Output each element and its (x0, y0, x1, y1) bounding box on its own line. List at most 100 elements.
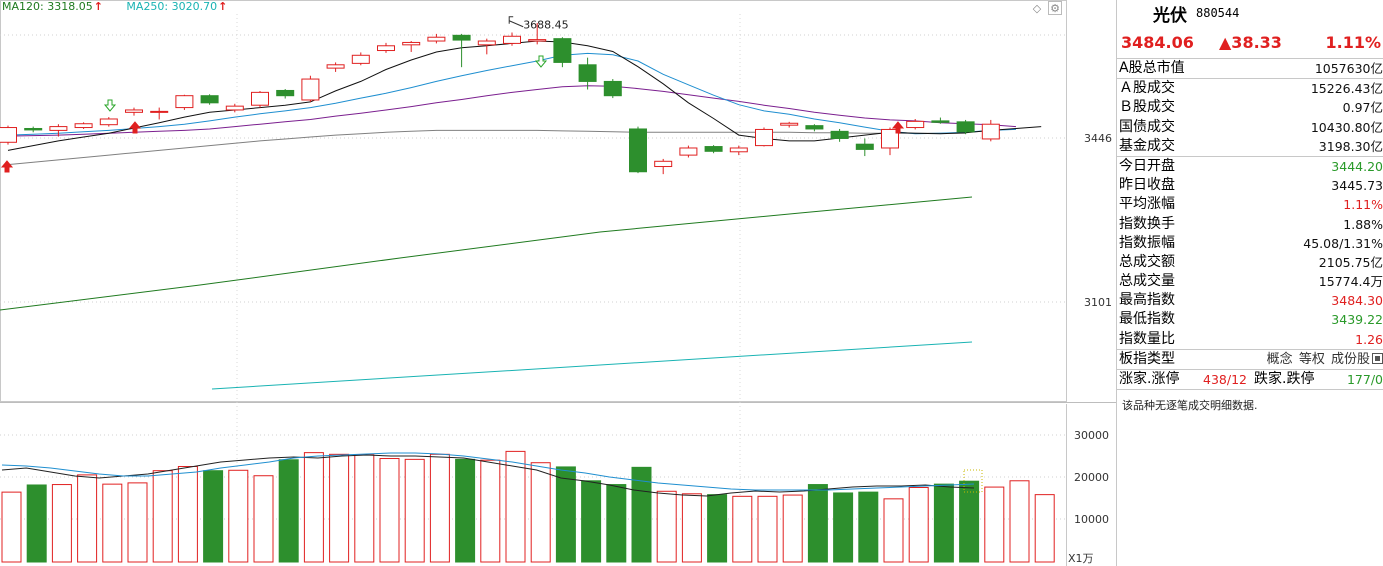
volume-bar (303, 452, 324, 563)
volume-bar (1, 491, 22, 563)
stat-row: 总成交额 2105.75亿 (1117, 253, 1383, 272)
volume-bar (858, 491, 879, 563)
volume-bar (883, 498, 904, 563)
volume-bar (77, 474, 98, 563)
candle-body (377, 45, 395, 52)
volume-bar (782, 494, 803, 563)
market-cap-row: A股总市值 1057630亿 (1117, 59, 1383, 78)
price-tick-label: 3101 (1084, 296, 1112, 309)
price-change: ▲38.33 (1219, 33, 1282, 52)
stat-value: 3444.20 (1331, 158, 1383, 174)
turnover-value: 3198.30亿 (1318, 138, 1383, 154)
ma120-legend: MA120: 3318.05↑ (2, 0, 113, 13)
volume-bar (555, 466, 576, 563)
settings-icon[interactable]: ⚙ (1048, 1, 1062, 15)
diamond-icon[interactable]: ◇ (1032, 2, 1042, 15)
stat-row: 平均涨幅 1.11% (1117, 195, 1383, 214)
stat-row: 最高指数 3484.30 (1117, 291, 1383, 310)
quote-line: 3484.06 ▲38.33 1.11% (1117, 30, 1383, 58)
volume-bar (606, 484, 627, 563)
candle-body (780, 122, 799, 126)
ma-blue-line (7, 52, 1017, 136)
volume-tick-label: 20000 (1074, 471, 1109, 484)
turnover-value: 15226.43亿 (1310, 81, 1383, 97)
stat-label: 最低指数 (1119, 311, 1175, 328)
index-type-row: 板指类型 概念 等权 成份股 (1117, 350, 1383, 369)
ma250-value: MA250: 3020.70 (126, 0, 218, 13)
candle-body (578, 64, 597, 82)
ma250-arrow-icon: ↑ (218, 0, 228, 13)
market-cap-value: 1057630亿 (1314, 61, 1383, 76)
candle-body (49, 126, 68, 131)
candle-body (276, 89, 295, 97)
stat-value: 45.08/1.31% (1303, 235, 1383, 251)
volume-bar (404, 458, 425, 563)
grid-icon[interactable] (1372, 352, 1383, 364)
type-option-constituents[interactable]: 成份股 (1330, 351, 1370, 367)
kline-chart-area[interactable]: 3446 3101 30000 20000 10000 X1万 3688.45 MA120:… (0, 0, 1116, 566)
volume-bar (833, 492, 854, 563)
stat-label: 总成交量 (1119, 273, 1175, 290)
candle-body (251, 91, 269, 106)
stat-row: 指数振幅 45.08/1.31% (1117, 234, 1383, 253)
max-marker-flag (508, 16, 514, 24)
up-label: 涨家.涨停 (1119, 371, 1180, 387)
sell-signal-arrow-icon (534, 55, 548, 68)
candle-body (855, 143, 874, 150)
stat-value: 15774.4万 (1318, 274, 1383, 290)
volume-bar (379, 458, 400, 563)
volume-bar (581, 480, 602, 563)
stat-label: 指数量比 (1119, 330, 1175, 347)
buy-signal-arrow-icon (0, 160, 14, 173)
volume-bar (807, 484, 828, 563)
stat-row: 总成交量 15774.4万 (1117, 272, 1383, 291)
price-change-pct: 1.11% (1325, 33, 1381, 52)
type-option-concept[interactable]: 概念 (1266, 351, 1293, 367)
down-label: 跌家.跌停 (1254, 371, 1315, 387)
current-price: 3484.06 (1121, 33, 1194, 52)
kline-chart[interactable]: 3446 3101 30000 20000 10000 X1万 3688.45 (0, 0, 1116, 566)
candle-body (679, 147, 698, 156)
volume-bar (203, 470, 224, 563)
candle-body (603, 80, 622, 97)
volume-ma-blue-line (1, 452, 975, 491)
volume-bar (228, 469, 249, 563)
volume-bar (707, 494, 728, 563)
turnover-row: 国债成交 10430.80亿 (1117, 118, 1383, 137)
candle-body (402, 41, 421, 46)
candle-body (477, 40, 496, 46)
volume-unit-label: X1万 (1068, 552, 1094, 565)
candle-body (225, 105, 244, 111)
candle-body (74, 123, 93, 129)
candle-body (654, 160, 673, 168)
quote-panel: 光伏 880544 3484.06 ▲38.33 1.11% A股总市值 1057… (1116, 0, 1383, 566)
price-frame (0, 0, 1067, 402)
index-stats-section: 今日开盘 3444.20 昨日收盘 3445.73 平均涨幅 1.11% 指数换手 1.88%… (1117, 157, 1383, 349)
candle-body (629, 128, 647, 173)
tick-data-note: 该品种无逐笔成交明细数据. (1122, 399, 1258, 413)
volume-bar (984, 486, 1005, 563)
turnover-label: Ｂ股成交 (1119, 99, 1175, 116)
type-option-equal-weight[interactable]: 等权 (1298, 351, 1325, 367)
volume-bar (656, 490, 677, 563)
volume-bar (329, 453, 350, 563)
volume-bar (732, 495, 753, 563)
candle-body (931, 120, 950, 123)
stat-row: 最低指数 3439.22 (1117, 310, 1383, 329)
turnover-label: 基金成交 (1119, 137, 1175, 154)
volume-bar (933, 483, 954, 563)
candle-body (125, 109, 143, 113)
index-type-label: 板指类型 (1119, 350, 1175, 367)
current-volume-marker (963, 469, 983, 493)
candle-body (24, 127, 43, 131)
volume-bar (102, 483, 123, 563)
ma120-value: MA120: 3318.05 (2, 0, 93, 13)
ma250-legend: MA250: 3020.70↑ (126, 0, 237, 13)
panel-header: 光伏 880544 (1117, 0, 1383, 30)
stat-row: 昨日收盘 3445.73 (1117, 176, 1383, 195)
advance-decline-row: 涨家.涨停 438/12 跌家.跌停 177/0 (1117, 370, 1383, 389)
market-cap-label: A股总市值 (1119, 60, 1185, 76)
candle-body (981, 123, 1000, 140)
stat-label: 最高指数 (1119, 292, 1175, 309)
volume-bar (959, 480, 980, 563)
